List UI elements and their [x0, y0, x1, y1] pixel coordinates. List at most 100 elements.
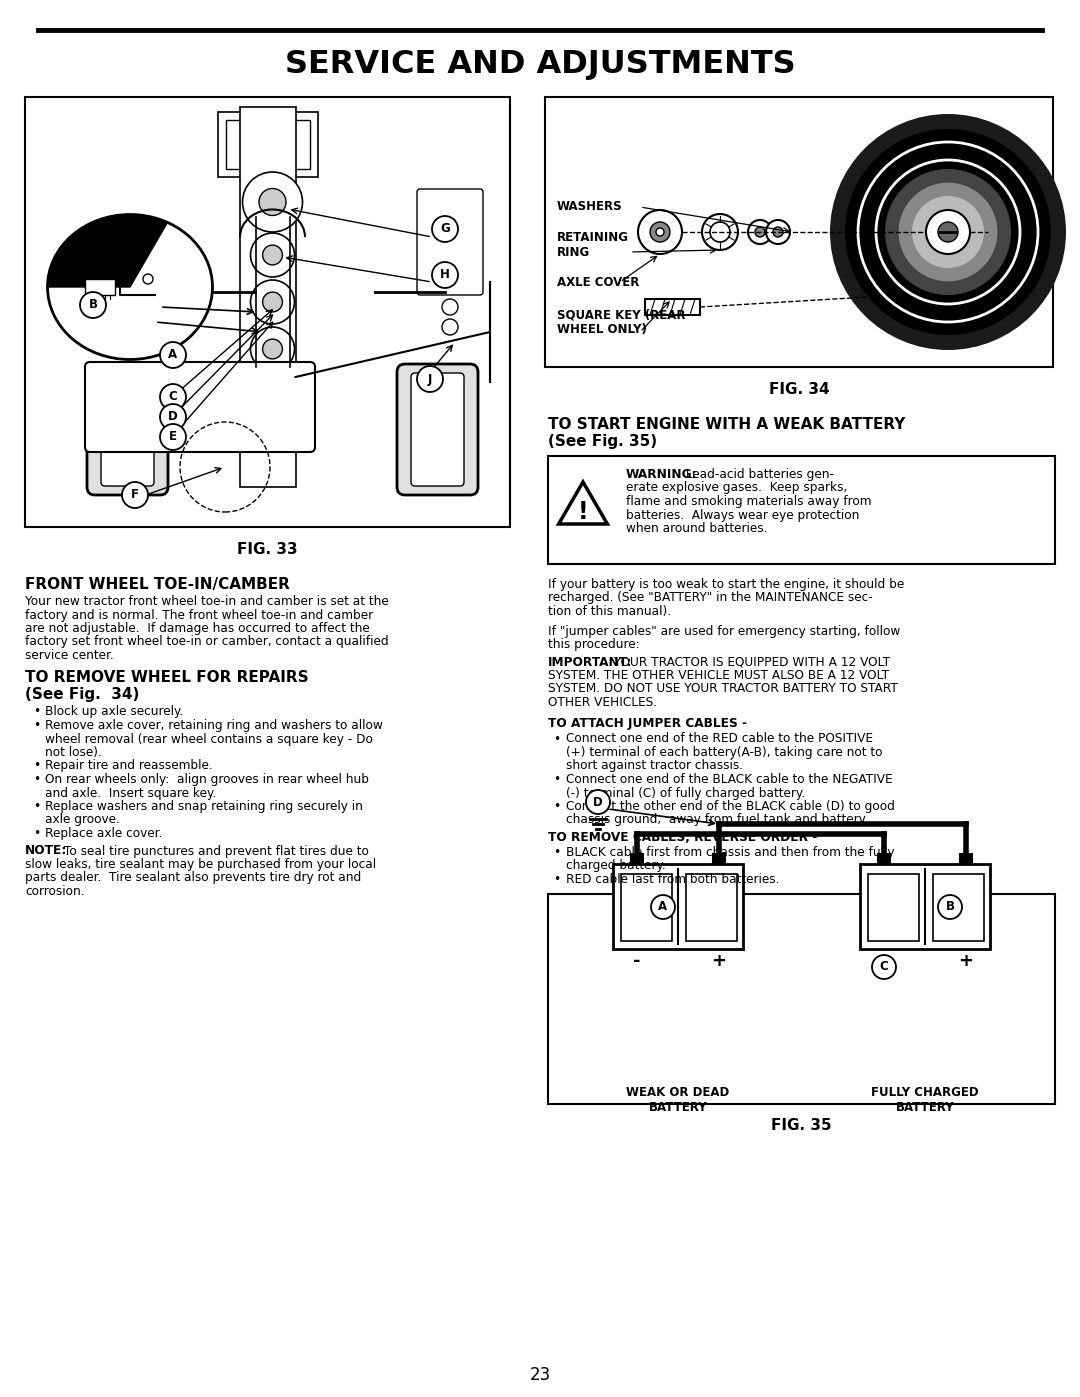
Circle shape	[143, 274, 153, 284]
Circle shape	[710, 222, 730, 242]
Circle shape	[702, 214, 738, 250]
Bar	[548, 455, 1055, 564]
Circle shape	[442, 319, 458, 335]
Text: not lose).: not lose).	[45, 746, 102, 759]
Text: IMPORTANT:: IMPORTANT:	[548, 655, 633, 669]
Bar	[25, 96, 510, 527]
FancyBboxPatch shape	[87, 365, 168, 495]
Text: Connect one end of the RED cable to the POSITIVE: Connect one end of the RED cable to the …	[566, 732, 873, 746]
Circle shape	[80, 292, 106, 319]
Text: NOTE:: NOTE:	[25, 845, 67, 858]
Bar	[240, 108, 296, 488]
FancyBboxPatch shape	[397, 365, 478, 495]
Text: axle groove.: axle groove.	[45, 813, 120, 827]
Circle shape	[251, 279, 295, 324]
Text: -: -	[633, 951, 640, 970]
Text: J: J	[428, 373, 432, 386]
Text: +: +	[712, 951, 727, 970]
Bar	[960, 854, 972, 863]
Text: WEAK OR DEAD
BATTERY: WEAK OR DEAD BATTERY	[626, 1085, 730, 1113]
Text: (See Fig.  34): (See Fig. 34)	[25, 687, 139, 703]
Circle shape	[900, 184, 996, 279]
Circle shape	[755, 226, 765, 237]
Text: SYSTEM. DO NOT USE YOUR TRACTOR BATTERY TO START: SYSTEM. DO NOT USE YOUR TRACTOR BATTERY …	[548, 683, 897, 696]
Text: A: A	[659, 901, 667, 914]
Text: TO REMOVE CABLES, REVERSE ORDER -: TO REMOVE CABLES, REVERSE ORDER -	[548, 831, 818, 844]
Circle shape	[773, 226, 783, 237]
Text: F: F	[131, 489, 139, 502]
Circle shape	[442, 299, 458, 314]
Bar	[878, 854, 890, 863]
Text: RETAINING
RING: RETAINING RING	[557, 231, 629, 258]
Text: Replace washers and snap retaining ring securely in: Replace washers and snap retaining ring …	[45, 800, 363, 813]
Circle shape	[243, 172, 302, 232]
Text: YOUR TRACTOR IS EQUIPPED WITH A 12 VOLT: YOUR TRACTOR IS EQUIPPED WITH A 12 VOLT	[610, 655, 890, 669]
Bar	[545, 96, 1053, 367]
Circle shape	[939, 895, 962, 919]
Text: wheel removal (rear wheel contains a square key - Do: wheel removal (rear wheel contains a squ…	[45, 732, 373, 746]
Polygon shape	[558, 482, 607, 524]
Text: and axle.  Insert square key.: and axle. Insert square key.	[45, 787, 216, 799]
Text: Repair tire and reassemble.: Repair tire and reassemble.	[45, 760, 213, 773]
Text: erate explosive gases.  Keep sparks,: erate explosive gases. Keep sparks,	[626, 482, 847, 495]
Text: •: •	[553, 873, 561, 886]
Circle shape	[885, 169, 1011, 295]
Circle shape	[748, 219, 772, 244]
Text: factory and is normal. The front wheel toe-in and camber: factory and is normal. The front wheel t…	[25, 609, 373, 622]
Text: slow leaks, tire sealant may be purchased from your local: slow leaks, tire sealant may be purchase…	[25, 858, 376, 870]
Text: Remove axle cover, retaining ring and washers to allow: Remove axle cover, retaining ring and wa…	[45, 719, 382, 732]
Text: (+) terminal of each battery(A-B), taking care not to: (+) terminal of each battery(A-B), takin…	[566, 746, 882, 759]
Text: D: D	[593, 795, 603, 809]
Text: flame and smoking materials away from: flame and smoking materials away from	[626, 495, 872, 509]
Bar	[85, 279, 114, 295]
Text: tion of this manual).: tion of this manual).	[548, 605, 671, 617]
Circle shape	[160, 342, 186, 367]
Text: Block up axle securely.: Block up axle securely.	[45, 705, 184, 718]
FancyBboxPatch shape	[85, 362, 315, 453]
Text: short against tractor chassis.: short against tractor chassis.	[566, 760, 743, 773]
Text: RED cable last from both batteries.: RED cable last from both batteries.	[566, 873, 780, 886]
Text: FULLY CHARGED
BATTERY: FULLY CHARGED BATTERY	[872, 1085, 978, 1113]
Text: factory set front wheel toe-in or camber, contact a qualified: factory set front wheel toe-in or camber…	[25, 636, 389, 648]
Text: when around batteries.: when around batteries.	[626, 522, 768, 535]
Text: FRONT WHEEL TOE-IN/CAMBER: FRONT WHEEL TOE-IN/CAMBER	[25, 577, 289, 592]
Circle shape	[766, 219, 789, 244]
Bar	[713, 854, 725, 863]
Text: Your new tractor front wheel toe-in and camber is set at the: Your new tractor front wheel toe-in and …	[25, 595, 389, 608]
Text: (See Fig. 35): (See Fig. 35)	[548, 434, 657, 448]
Polygon shape	[48, 215, 167, 286]
Circle shape	[638, 210, 681, 254]
Text: If your battery is too weak to start the engine, it should be: If your battery is too weak to start the…	[548, 578, 904, 591]
Text: If "jumper cables" are used for emergency starting, follow: If "jumper cables" are used for emergenc…	[548, 624, 901, 637]
FancyBboxPatch shape	[102, 373, 154, 486]
Circle shape	[251, 233, 295, 277]
Text: batteries.  Always wear eye protection: batteries. Always wear eye protection	[626, 509, 860, 521]
Circle shape	[831, 115, 1066, 351]
Text: TO ATTACH JUMPER CABLES -: TO ATTACH JUMPER CABLES -	[548, 718, 747, 731]
Text: SYSTEM. THE OTHER VEHICLE MUST ALSO BE A 12 VOLT: SYSTEM. THE OTHER VEHICLE MUST ALSO BE A…	[548, 669, 889, 682]
Circle shape	[913, 197, 983, 267]
Text: +: +	[959, 951, 973, 970]
Text: Connect one end of the BLACK cable to the NEGATIVE: Connect one end of the BLACK cable to th…	[566, 773, 893, 787]
Circle shape	[251, 327, 295, 372]
Text: TO REMOVE WHEEL FOR REPAIRS: TO REMOVE WHEEL FOR REPAIRS	[25, 671, 309, 686]
Circle shape	[656, 228, 664, 236]
Circle shape	[876, 161, 1020, 305]
FancyBboxPatch shape	[411, 373, 464, 486]
Text: •: •	[33, 800, 40, 813]
Text: this procedure:: this procedure:	[548, 638, 639, 651]
Circle shape	[872, 956, 896, 979]
Circle shape	[866, 149, 1030, 314]
Circle shape	[432, 217, 458, 242]
Bar	[631, 854, 643, 863]
Circle shape	[586, 789, 610, 814]
Text: A: A	[168, 348, 177, 362]
Text: •: •	[33, 760, 40, 773]
Text: OTHER VEHICLES.: OTHER VEHICLES.	[548, 696, 657, 710]
Text: On rear wheels only:  align grooves in rear wheel hub: On rear wheels only: align grooves in re…	[45, 773, 369, 787]
Circle shape	[432, 263, 458, 288]
Text: C: C	[879, 961, 889, 974]
Text: parts dealer.  Tire sealant also prevents tire dry rot and: parts dealer. Tire sealant also prevents…	[25, 872, 361, 884]
Bar	[860, 863, 990, 949]
Circle shape	[160, 425, 186, 450]
